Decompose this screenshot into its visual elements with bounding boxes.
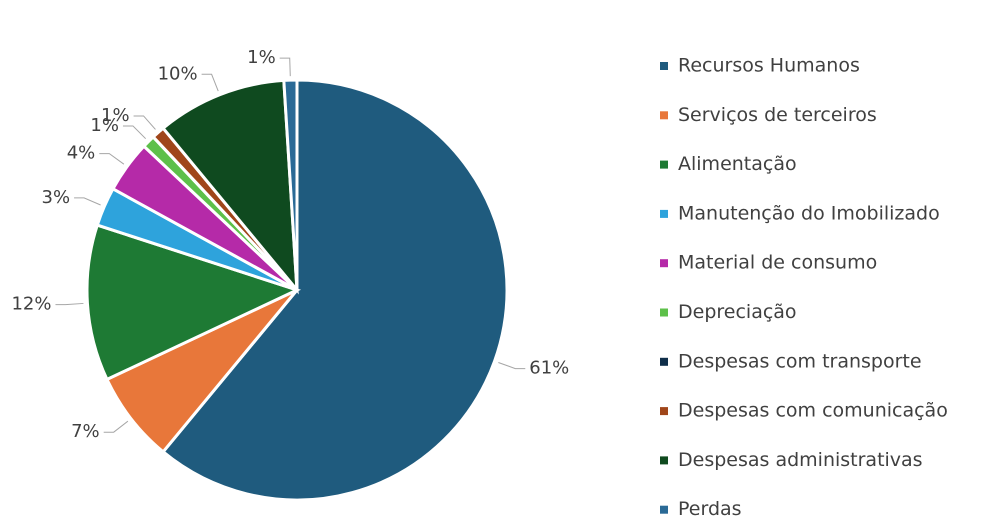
legend-label: Alimentação: [678, 153, 797, 175]
data-label: 10%: [158, 63, 198, 84]
pie-slice: [161, 78, 299, 295]
data-label: 12%: [11, 294, 51, 315]
data-label: 7%: [71, 421, 100, 442]
legend-marker: [660, 407, 668, 416]
pie-slice: [282, 78, 299, 291]
legend-label: Depreciação: [678, 301, 797, 323]
pie-slice: [85, 223, 302, 382]
legend-marker: [660, 160, 668, 169]
legend-marker: [660, 308, 668, 317]
legend-label: Recursos Humanos: [678, 55, 860, 77]
legend-label: Material de consumo: [678, 252, 877, 274]
legend-label: Manutenção do Imobilizado: [678, 202, 940, 224]
leader-line: [498, 362, 526, 370]
data-label: 1%: [101, 105, 130, 126]
leader-line: [103, 420, 129, 433]
legend-marker: [660, 357, 668, 366]
leader-line: [74, 197, 101, 206]
leader-line: [279, 57, 291, 77]
leader-line: [122, 125, 147, 140]
data-label: 3%: [42, 187, 71, 208]
legend-marker: [660, 62, 668, 70]
data-label: 1%: [90, 115, 119, 136]
leader-line: [55, 302, 84, 306]
legend-marker: [660, 259, 668, 268]
data-label: 61%: [529, 358, 569, 379]
legend-label: Perdas: [678, 498, 742, 520]
legend-marker: [660, 209, 668, 218]
legend-label: Despesas com comunicação: [678, 400, 948, 422]
pie-slice: [161, 78, 509, 502]
leader-line: [201, 73, 219, 92]
legend-marker: [660, 111, 668, 120]
legend-label: Despesas com transporte: [678, 350, 922, 372]
data-label: 1%: [247, 47, 276, 68]
legend-marker: [660, 505, 668, 514]
legend-label: Despesas administrativas: [678, 449, 923, 471]
leader-line: [99, 153, 125, 165]
data-label: 4%: [67, 143, 96, 164]
legend-marker: [660, 456, 668, 465]
legend-label: Serviços de terceiros: [678, 104, 877, 126]
leader-line: [133, 115, 156, 130]
